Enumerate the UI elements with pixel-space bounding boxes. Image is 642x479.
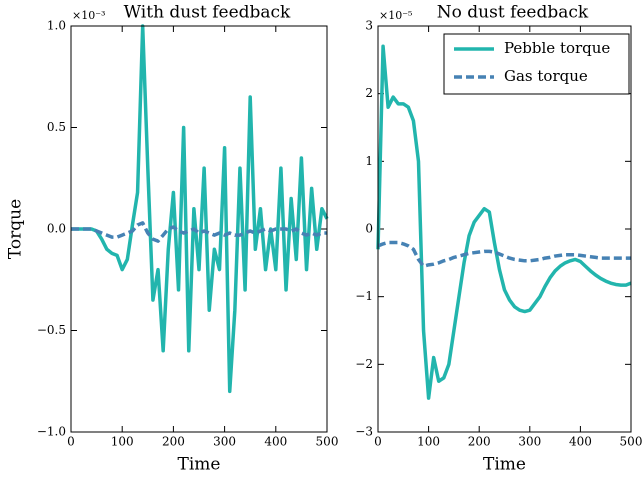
y-tick-label: 1.0 <box>47 19 66 33</box>
offset-label: ×10⁻³ <box>72 9 105 22</box>
x-tick-label: 400 <box>569 435 592 449</box>
y-tick-label: 0.5 <box>47 120 66 134</box>
x-tick-label: 100 <box>417 435 440 449</box>
series-line <box>71 24 329 394</box>
x-tick-label: 300 <box>518 435 541 449</box>
y-tick-label: −1.0 <box>37 425 66 439</box>
legend-label: Pebble torque <box>504 39 610 57</box>
x-tick-label: 0 <box>67 435 75 449</box>
x-tick-label: 0 <box>374 435 382 449</box>
offset-label: ×10⁻⁵ <box>379 9 412 22</box>
y-tick-label: 0 <box>365 222 373 236</box>
x-tick-label: 500 <box>620 435 642 449</box>
x-tick-label: 400 <box>264 435 287 449</box>
chart-title: No dust feedback <box>437 3 589 23</box>
y-tick-label: −1 <box>355 289 373 303</box>
y-tick-label: 2 <box>365 86 373 100</box>
y-axis-label: Torque <box>6 199 26 259</box>
x-axis-label: Time <box>483 455 526 475</box>
y-tick-label: 1 <box>365 154 373 168</box>
x-axis-label: Time <box>178 455 221 475</box>
chart-title: With dust feedback <box>124 3 291 23</box>
y-tick-label: −0.5 <box>37 323 66 337</box>
axes-frame <box>377 25 632 433</box>
series-line <box>377 240 631 268</box>
x-tick-label: 200 <box>468 435 491 449</box>
y-tick-label: 3 <box>365 19 373 33</box>
x-tick-label: 200 <box>162 435 185 449</box>
x-tick-label: 100 <box>111 435 134 449</box>
y-tick-label: 0.0 <box>47 222 66 236</box>
legend-label: Gas torque <box>504 67 588 85</box>
y-tick-label: −2 <box>355 357 373 371</box>
x-tick-label: 500 <box>316 435 339 449</box>
legend-box <box>443 33 630 95</box>
axes-frame <box>70 25 328 433</box>
series-line <box>71 221 327 243</box>
y-tick-label: −3 <box>355 425 373 439</box>
series-line <box>376 44 632 400</box>
x-tick-label: 300 <box>213 435 236 449</box>
